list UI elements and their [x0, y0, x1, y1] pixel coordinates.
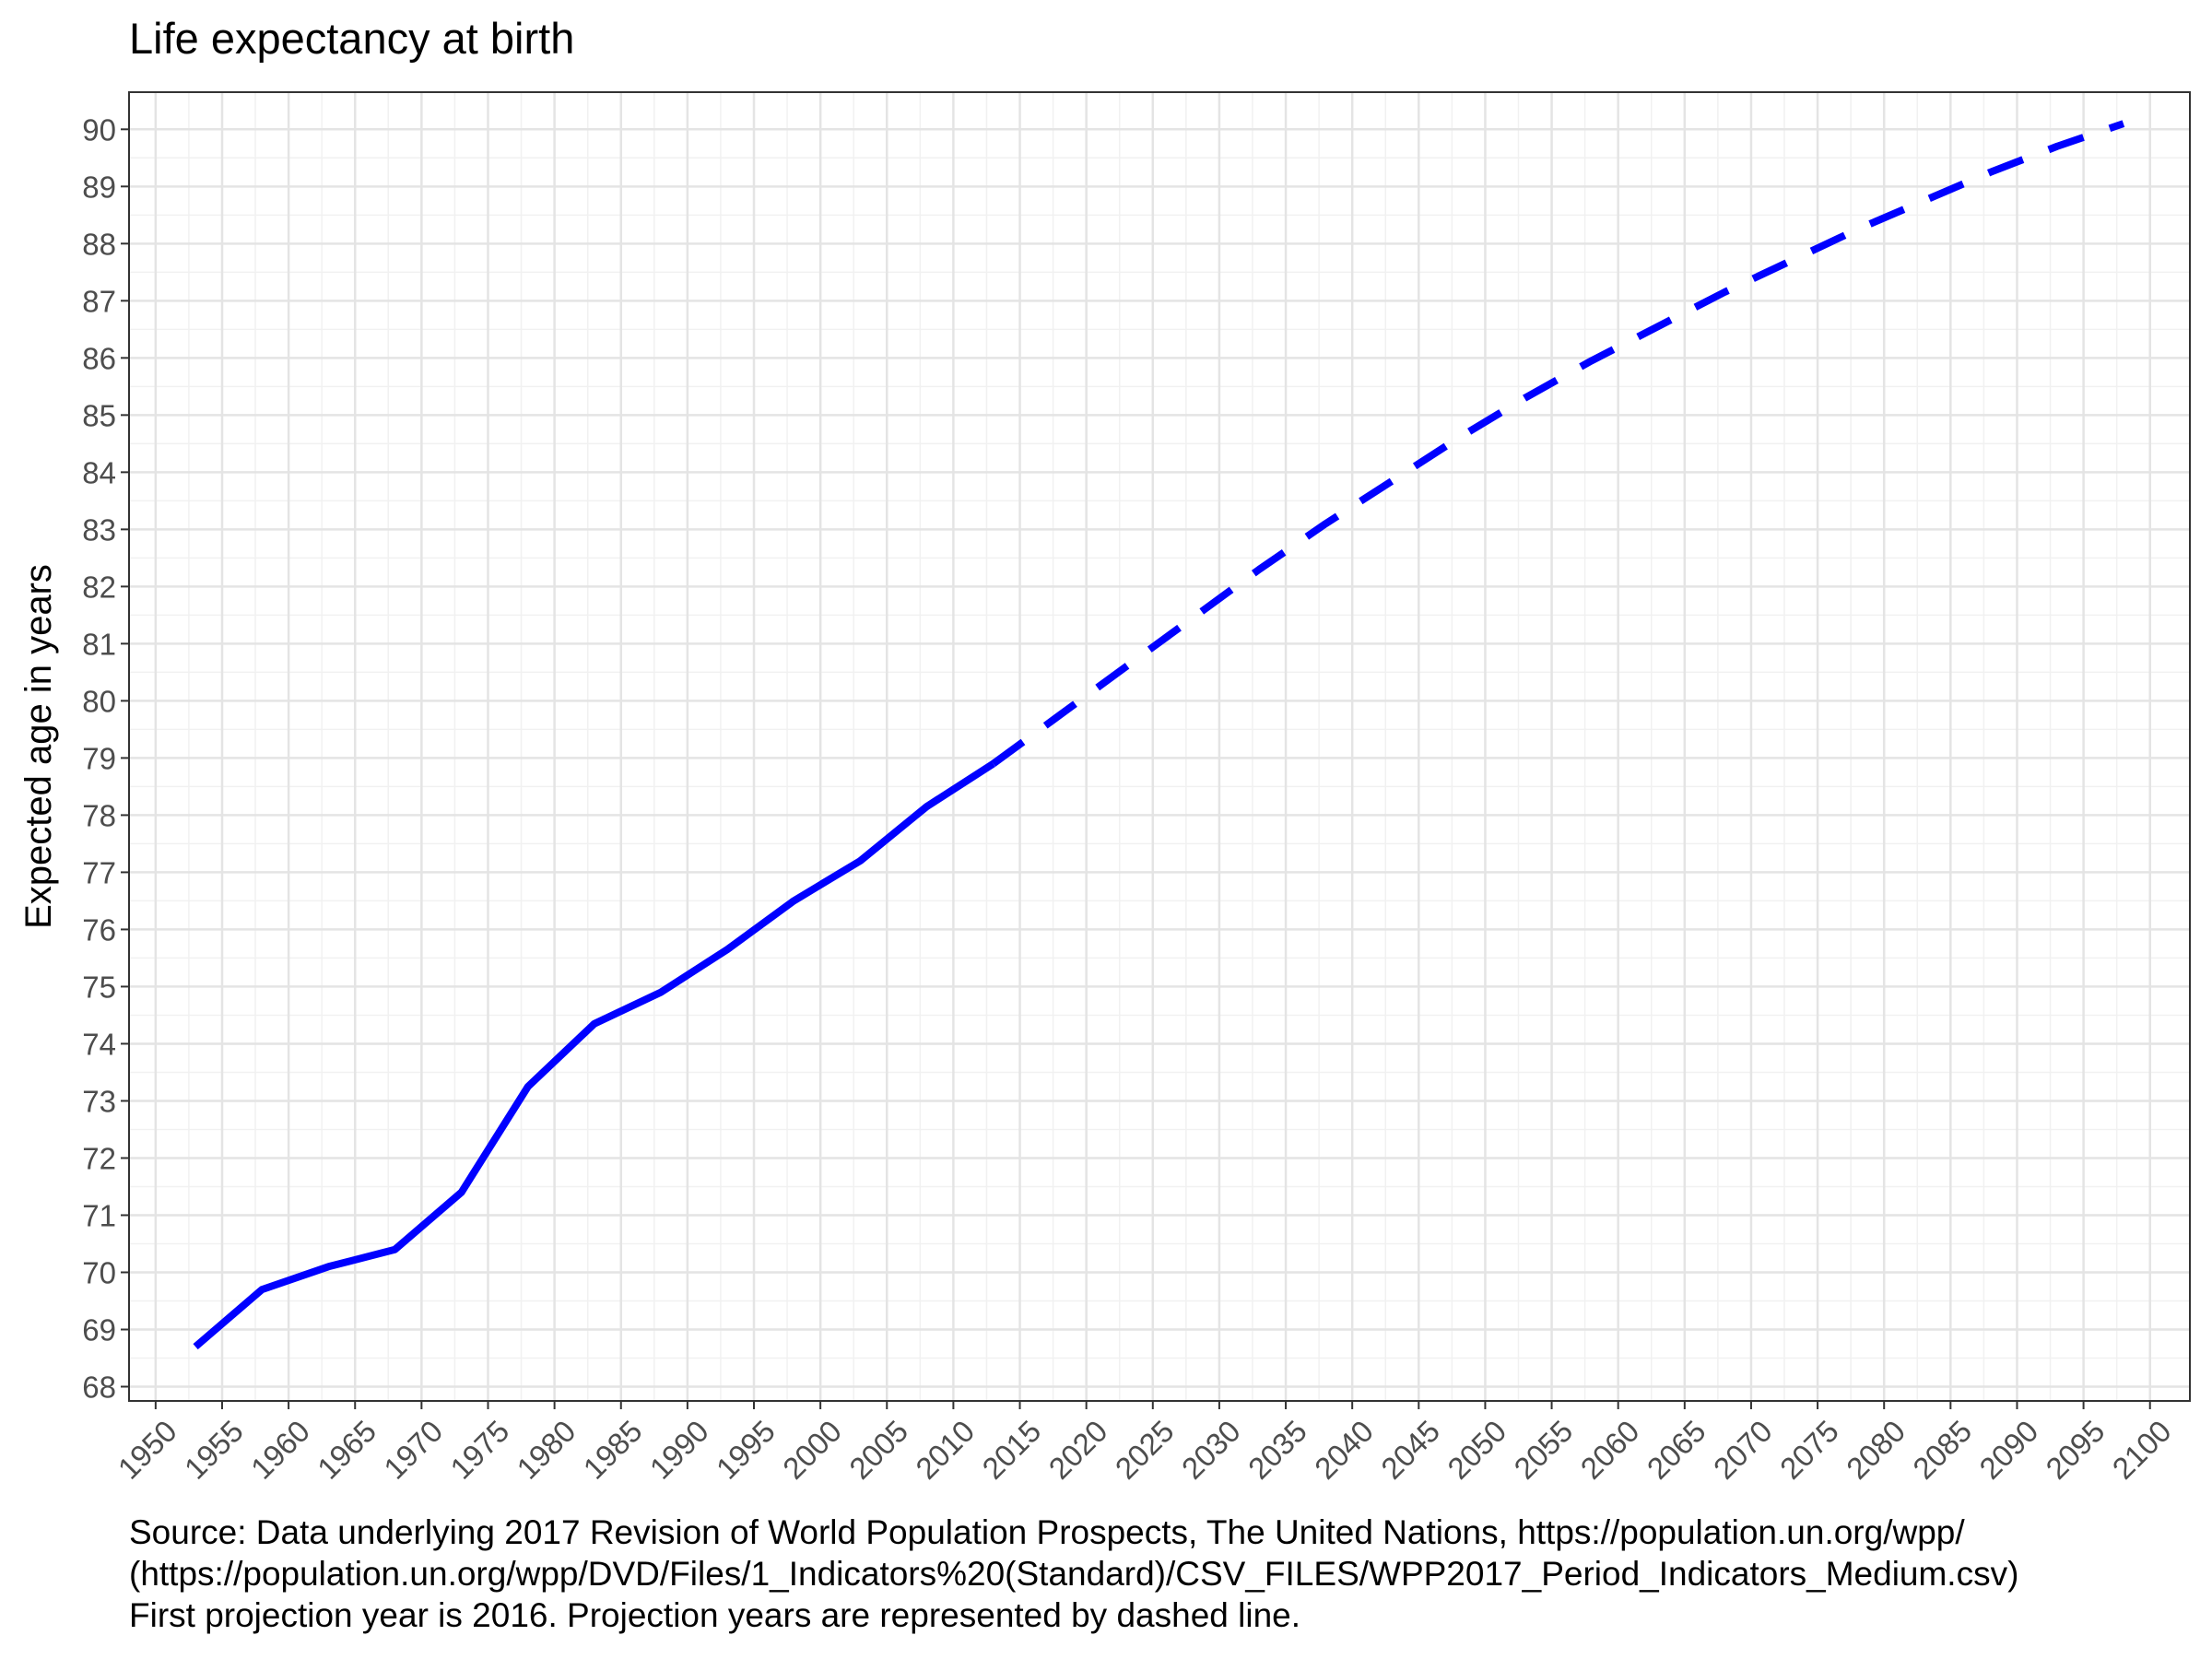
x-tick-label: 1995 [710, 1414, 782, 1486]
x-tick-label: 2005 [842, 1414, 914, 1486]
x-tick-label: 2100 [2106, 1414, 2178, 1486]
x-tick-label: 2030 [1175, 1414, 1247, 1486]
x-tick-label: 2065 [1641, 1414, 1712, 1486]
y-axis: 68 69 70 71 72 73 74 75 76 77 78 79 80 81 82 83 84 85 86 87… [82, 112, 129, 1404]
minor-gridlines [129, 92, 2190, 1401]
y-tick-label: 68 [82, 1370, 116, 1404]
x-tick-label: 2085 [1906, 1414, 1978, 1486]
caption-url-line: (https://population.un.org/wpp/DVD/Files… [129, 1555, 2019, 1593]
y-tick-label: 90 [82, 112, 116, 147]
y-tick-label: 81 [82, 627, 116, 661]
x-tick-label: 1950 [112, 1414, 183, 1486]
y-tick-label: 75 [82, 970, 116, 1004]
y-tick-label: 79 [82, 741, 116, 775]
y-tick-label: 80 [82, 684, 116, 718]
y-tick-label: 78 [82, 798, 116, 832]
x-tick-label: 2060 [1574, 1414, 1646, 1486]
y-tick-label: 85 [82, 398, 116, 432]
x-tick-label: 2055 [1507, 1414, 1579, 1486]
caption-note-line: First projection year is 2016. Projectio… [129, 1596, 1301, 1634]
x-tick-label: 1965 [311, 1414, 382, 1486]
x-tick-label: 2010 [909, 1414, 981, 1486]
y-tick-label: 69 [82, 1312, 116, 1347]
x-tick-label: 2015 [975, 1414, 1047, 1486]
x-tick-label: 1985 [577, 1414, 649, 1486]
x-tick-label: 2000 [776, 1414, 848, 1486]
major-gridlines [129, 92, 2190, 1401]
y-tick-label: 87 [82, 284, 116, 318]
y-tick-label: 73 [82, 1084, 116, 1118]
x-tick-label: 2095 [2039, 1414, 2111, 1486]
x-tick-label: 2090 [1972, 1414, 2044, 1486]
x-tick-label: 2020 [1041, 1414, 1113, 1486]
x-tick-label: 1975 [443, 1414, 515, 1486]
projection-series-line [991, 120, 2125, 767]
plot-panel-border [128, 91, 2191, 1402]
y-tick-label: 86 [82, 341, 116, 375]
x-tick-label: 2080 [1840, 1414, 1912, 1486]
x-tick-label: 2070 [1707, 1414, 1779, 1486]
y-tick-label: 77 [82, 855, 116, 889]
series-layer [193, 120, 2125, 1350]
x-tick-label: 1970 [377, 1414, 449, 1486]
x-tick-label: 2050 [1441, 1414, 1512, 1486]
x-tick-label: 2040 [1308, 1414, 1380, 1486]
x-tick-label: 1980 [510, 1414, 582, 1486]
y-tick-label: 88 [82, 227, 116, 261]
caption: Source: Data underlying 2017 Revision of… [129, 1512, 2212, 1636]
y-tick-label: 82 [82, 570, 116, 604]
x-tick-label: 2035 [1241, 1414, 1313, 1486]
x-tick-label: 1960 [244, 1414, 316, 1486]
y-tick-label: 83 [82, 512, 116, 547]
chart-title: Life expectancy at birth [129, 14, 575, 63]
x-tick-label: 2045 [1374, 1414, 1446, 1486]
y-tick-label: 70 [82, 1255, 116, 1289]
y-tick-label: 89 [82, 170, 116, 204]
y-axis-label: Expected age in years [18, 564, 59, 929]
historical-series-line [193, 760, 995, 1350]
y-tick-label: 84 [82, 455, 116, 489]
y-tick-label: 72 [82, 1141, 116, 1175]
y-tick-label: 71 [82, 1198, 116, 1232]
x-tick-label: 1955 [178, 1414, 250, 1486]
x-axis: 1950195519601965197019751980198519901995… [112, 1401, 2178, 1486]
x-tick-label: 2025 [1109, 1414, 1181, 1486]
x-tick-label: 1990 [643, 1414, 715, 1486]
y-tick-label: 76 [82, 912, 116, 947]
x-tick-label: 2075 [1773, 1414, 1845, 1486]
y-tick-label: 74 [82, 1027, 116, 1061]
caption-source-line: Source: Data underlying 2017 Revision of… [129, 1513, 1965, 1551]
